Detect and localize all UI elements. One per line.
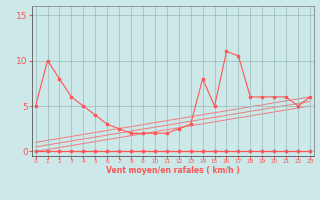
- X-axis label: Vent moyen/en rafales ( km/h ): Vent moyen/en rafales ( km/h ): [106, 166, 240, 175]
